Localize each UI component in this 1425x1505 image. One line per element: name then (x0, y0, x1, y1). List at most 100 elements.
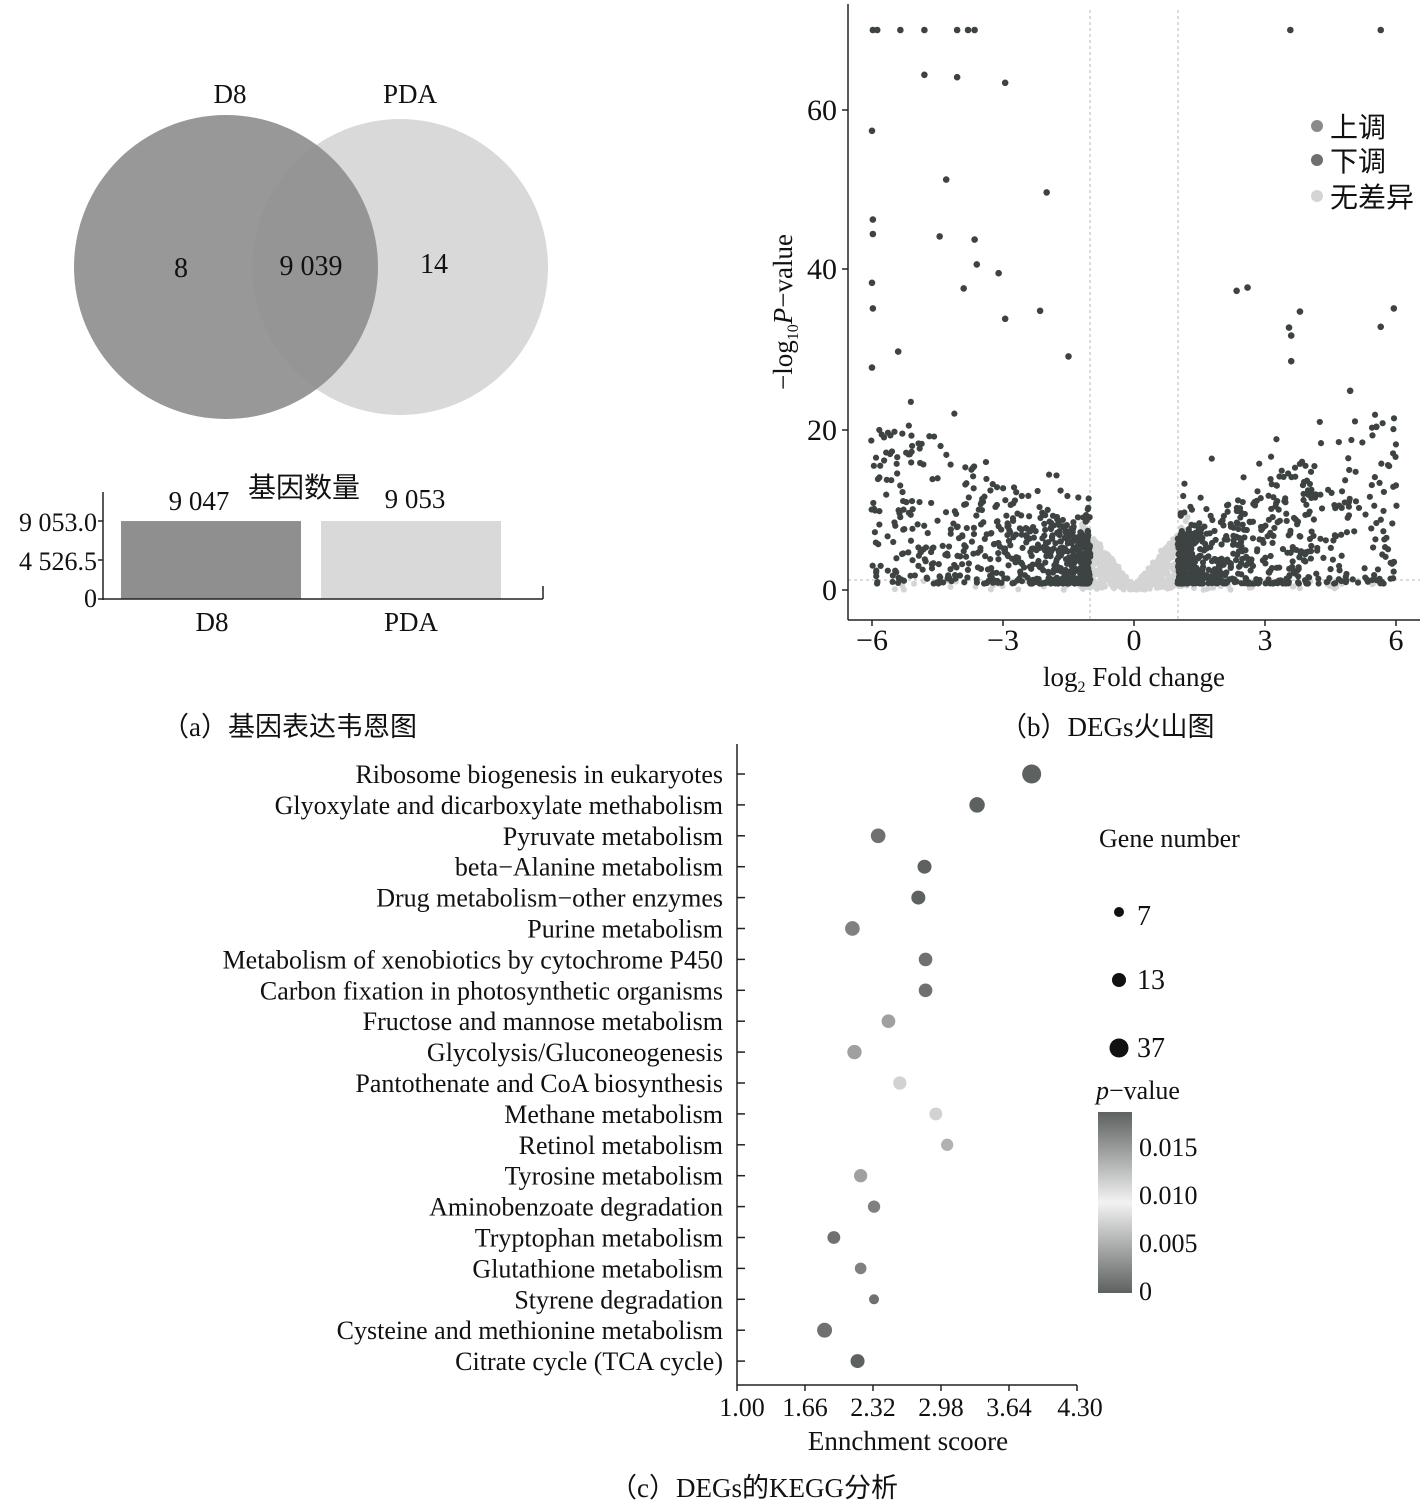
volcano-point-down (898, 576, 905, 583)
volcano-point-up (1376, 575, 1383, 582)
volcano-point-down (947, 526, 954, 533)
volcano-point-up (1345, 512, 1353, 519)
volcano-point-up (1257, 495, 1264, 502)
volcano-point-up (1262, 580, 1269, 587)
volcano-point-down (958, 561, 966, 568)
volcano-x-tick-label: −6 (856, 624, 888, 657)
volcano-point-up (1232, 557, 1240, 564)
volcano-point-up (1335, 439, 1342, 446)
volcano-point-nodiff (1290, 583, 1297, 590)
volcano-point-up (1300, 490, 1307, 498)
volcano-point-up (1308, 542, 1315, 550)
kegg-bubble (917, 859, 932, 874)
volcano-point-up (1266, 569, 1273, 576)
volcano-y-ticks: 0 20 40 60 (807, 94, 848, 607)
volcano-point-down (1084, 577, 1091, 584)
volcano-point-down (888, 448, 896, 455)
volcano-point-down (1011, 497, 1019, 504)
volcano-point-down (998, 570, 1006, 577)
volcano-point-nodiff (1140, 583, 1147, 590)
volcano-point-down (992, 503, 999, 511)
volcano-point-down (1036, 503, 1043, 511)
volcano-point-nodiff (1103, 554, 1110, 561)
volcano-legend: 上调 下调 无差异 (1311, 113, 1414, 214)
set-size-bar-chart: 9 053.0 4 526.5 0 9 047 基因数量 9 053 D8 PD… (19, 472, 544, 637)
volcano-point-up (1289, 558, 1296, 565)
volcano-point-down (963, 524, 970, 532)
volcano-point-up (1270, 532, 1277, 540)
volcano-point-down (1084, 571, 1091, 578)
volcano-point-down (1005, 553, 1012, 560)
volcano-point-down (953, 524, 961, 531)
volcano-y-axis-title: −log10P−value (768, 234, 802, 390)
volcano-point-up (1214, 569, 1221, 576)
volcano-point-down (1064, 540, 1072, 547)
volcano-point-up (1336, 562, 1343, 570)
volcano-point-up (1307, 555, 1314, 562)
volcano-point-down (908, 448, 915, 455)
volcano-point-down (876, 508, 883, 515)
volcano-point-down (982, 458, 990, 466)
volcano-point-down (1077, 534, 1084, 541)
volcano-point-down (1075, 494, 1082, 501)
volcano-point-up (1276, 517, 1283, 524)
volcano-point-up (1219, 517, 1226, 524)
volcano-point-up (1211, 527, 1218, 535)
volcano-points (868, 26, 1400, 593)
volcano-point-down (870, 462, 877, 469)
volcano-point-down (1053, 558, 1060, 565)
volcano-point-nodiff (1110, 559, 1117, 566)
volcano-point-up (1327, 566, 1334, 573)
volcano-point-down (1080, 514, 1087, 521)
volcano-point-up (1315, 580, 1322, 587)
volcano-point-down (1018, 526, 1025, 533)
volcano-point-down (1025, 492, 1032, 499)
volcano-point-down (900, 550, 907, 557)
volcano-point-down (1012, 559, 1019, 566)
volcano-point-up (1218, 577, 1225, 585)
volcano-y-tick-label: 40 (807, 253, 837, 286)
volcano-point-down (1035, 579, 1043, 586)
volcano-point-down (974, 564, 982, 571)
volcano-point-down (930, 544, 937, 551)
volcano-point-down (1070, 575, 1077, 583)
volcano-point-down (959, 532, 966, 539)
volcano-point-up (1320, 554, 1327, 561)
volcano-point-up (1355, 504, 1363, 512)
volcano-point-up (1368, 481, 1375, 489)
volcano-point-down (1021, 572, 1028, 579)
volcano-point-down (993, 518, 1001, 525)
volcano-point-up (1224, 536, 1231, 543)
bar-category-label-d8: D8 (196, 607, 229, 637)
volcano-point-up (1253, 548, 1261, 555)
volcano-point-nodiff (947, 583, 954, 590)
volcano-point-down (1048, 519, 1055, 527)
venn-count-pda-only: 14 (420, 249, 448, 280)
volcano-point-down (909, 506, 916, 513)
volcano-point-down (1049, 535, 1056, 542)
volcano-point-down (1044, 506, 1051, 513)
volcano-point-up (1231, 576, 1238, 583)
volcano-point-up (1258, 526, 1265, 534)
kegg-bubble (918, 952, 933, 967)
volcano-point-down (883, 476, 890, 483)
volcano-point-down (1018, 492, 1025, 500)
volcano-point-up (1230, 524, 1237, 531)
volcano-point-down (971, 26, 978, 34)
volcano-point-down (943, 451, 950, 458)
volcano-point-up (1181, 509, 1188, 516)
volcano-point-up (1251, 502, 1259, 509)
volcano-point-down (971, 236, 978, 243)
volcano-point-up (1207, 544, 1214, 551)
volcano-point-down (989, 579, 997, 586)
volcano-point-up (1269, 539, 1276, 547)
volcano-point-down (1064, 548, 1071, 555)
volcano-point-up (1287, 26, 1294, 34)
volcano-point-up (1370, 544, 1377, 551)
volcano-point-down (884, 429, 892, 436)
size-legend-marker (1111, 972, 1127, 988)
volcano-point-down (1057, 538, 1064, 545)
volcano-point-down (964, 26, 972, 34)
volcano-point-up (1328, 489, 1335, 496)
